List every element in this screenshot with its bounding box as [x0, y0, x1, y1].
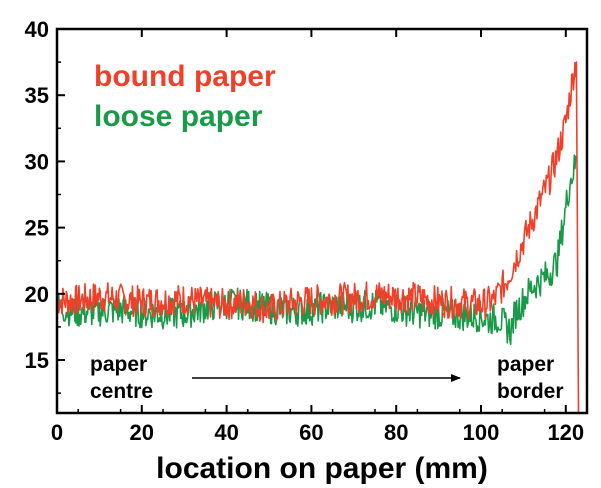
y-tick-label: 25 [25, 216, 49, 241]
x-tick-label: 100 [463, 420, 500, 445]
x-tick-label: 60 [299, 420, 323, 445]
annotation-paper-border-line2: border [497, 380, 564, 403]
legend-label-loose-paper: loose paper [94, 100, 263, 133]
x-axis-title: location on paper (mm) [156, 452, 488, 485]
annotation-paper-centre-line1: paper [90, 353, 147, 376]
series-line-bound-paper [56, 61, 580, 414]
y-tick-label: 40 [25, 17, 49, 42]
annotation-paper-border-line1: paper [497, 353, 554, 376]
x-tick-label: 20 [130, 420, 154, 445]
y-tick-label: 35 [25, 83, 49, 108]
y-tick-label: 20 [25, 282, 49, 307]
y-tick-label: 15 [25, 348, 49, 373]
y-tick-label: 30 [25, 149, 49, 174]
legend-label-bound-paper: bound paper [94, 60, 276, 93]
x-tick-label: 0 [51, 420, 63, 445]
series-line-loose-paper [56, 154, 578, 346]
annotation-paper-centre-line2: centre [90, 380, 153, 403]
x-tick-label: 40 [214, 420, 238, 445]
plot-frame [55, 27, 589, 415]
x-tick-label: 120 [547, 420, 584, 445]
x-tick-label: 80 [384, 420, 408, 445]
